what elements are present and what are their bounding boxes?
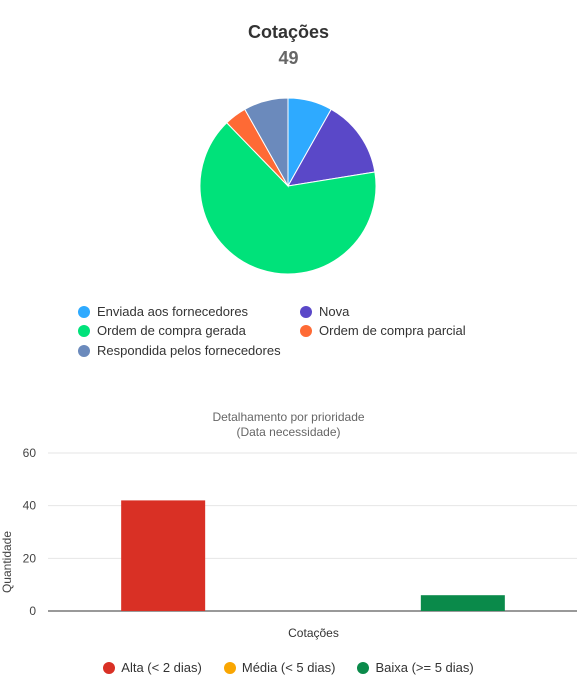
legend-dot: [300, 305, 312, 318]
legend-dot: [78, 305, 90, 318]
pie-legend-label: Ordem de compra parcial: [319, 323, 466, 338]
pie-legend-label: Nova: [319, 304, 350, 319]
pie-chart-total: 49: [278, 48, 299, 68]
bar-chart-subtitle: (Data necessidade): [236, 425, 341, 439]
pie-legend-item[interactable]: Enviada aos fornecedores: [78, 304, 248, 319]
legend-dot: [103, 661, 116, 674]
bar-legend-item[interactable]: Baixa (>= 5 dias): [357, 660, 474, 675]
y-axis-label: Quantidade: [0, 531, 14, 593]
pie-legend-label: Respondida pelos fornecedores: [97, 343, 281, 358]
bar-legend-label: Média (< 5 dias): [241, 660, 336, 675]
pie-slice[interactable]: [244, 97, 289, 188]
x-axis-label: Cotações: [288, 626, 339, 640]
pie-legend-item[interactable]: Ordem de compra parcial: [300, 323, 466, 338]
legend-dot: [223, 661, 236, 674]
pie-legend-item[interactable]: Respondida pelos fornecedores: [78, 343, 281, 358]
bar-legend-label: Alta (< 2 dias): [121, 660, 202, 675]
pie-legend-item[interactable]: Ordem de compra gerada: [78, 323, 246, 338]
pie-chart-title: Cotações: [247, 22, 330, 42]
pie-slice[interactable]: [199, 122, 377, 275]
bar-chart: 0 20 40 60 Quantidade Cotações: [0, 446, 577, 640]
pie-slice[interactable]: [287, 108, 376, 187]
legend-dot: [300, 324, 312, 337]
bar[interactable]: [420, 595, 505, 611]
bar-legend-item[interactable]: Média (< 5 dias): [223, 660, 336, 675]
bar[interactable]: [121, 500, 206, 611]
legend-dot: [357, 661, 370, 674]
bar-chart-title-block: Detalhamento por prioridade (Data necess…: [0, 410, 577, 440]
y-tick-label: 20: [23, 551, 37, 565]
pie-legend-label: Enviada aos fornecedores: [97, 304, 249, 319]
y-tick-label: 0: [29, 604, 36, 618]
legend-dot: [78, 344, 90, 357]
y-tick-label: 40: [23, 499, 37, 513]
pie-chart: [199, 97, 377, 275]
legend-dot: [78, 324, 90, 337]
bar-legend-label: Baixa (>= 5 dias): [375, 660, 474, 675]
y-tick-label: 60: [23, 446, 37, 460]
bar-chart-title: Detalhamento por prioridade: [212, 410, 365, 424]
bar-legend-item[interactable]: Alta (< 2 dias): [103, 660, 202, 675]
bar-legend: Alta (< 2 dias) Média (< 5 dias) Baixa (…: [0, 660, 577, 675]
pie-legend-label: Ordem de compra gerada: [97, 323, 246, 338]
pie-legend-item[interactable]: Nova: [300, 304, 349, 319]
